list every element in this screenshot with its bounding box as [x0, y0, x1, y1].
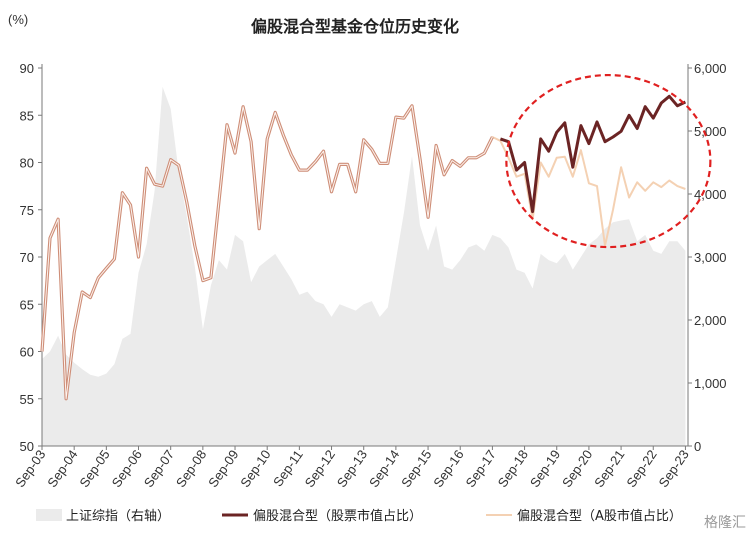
x-tick-label: Sep-14 [366, 447, 402, 490]
highlight-ellipse-annotation [505, 73, 712, 249]
series-stock-line [499, 94, 687, 214]
y2-tick-label: 6,000 [694, 61, 727, 76]
y2-tick-label: 4,000 [694, 187, 727, 202]
x-tick-label: Sep-12 [302, 447, 338, 490]
x-tick-label: Sep-22 [623, 447, 659, 490]
x-tick-label: Sep-09 [205, 447, 241, 490]
x-tick-label: Sep-15 [398, 447, 434, 490]
x-tick-label: Sep-06 [109, 447, 145, 490]
y2-tick-label: 3,000 [694, 250, 727, 265]
x-tick-label: Sep-17 [463, 447, 499, 490]
x-tick-label: Sep-11 [270, 447, 306, 489]
x-tick-label: Sep-16 [430, 447, 466, 490]
y-tick-label: 80 [20, 156, 34, 171]
y2-tick-label: 1,000 [694, 376, 727, 391]
y-tick-label: 60 [20, 345, 34, 360]
y2-tick-label: 2,000 [694, 313, 727, 328]
x-tick-label: Sep-05 [76, 447, 112, 490]
y-tick-label: 85 [20, 108, 34, 123]
x-tick-label: Sep-08 [173, 447, 209, 490]
x-tick-label: Sep-20 [559, 447, 595, 490]
x-tick-label: Sep-04 [44, 447, 80, 490]
y-tick-label: 70 [20, 250, 34, 265]
plot-area: 50 55 60 65 70 75 80 85 90 0 1,000 2,000 3,000 4,000 5… [12, 61, 726, 490]
series-index-area [42, 86, 686, 447]
y-tick-label: 50 [20, 439, 34, 454]
y-tick-label: 75 [20, 203, 34, 218]
y-tick-label: 90 [20, 61, 34, 76]
legend-swatch-index [36, 509, 62, 521]
y2-tick-label: 5,000 [694, 124, 727, 139]
y-tick-label: 65 [20, 297, 34, 312]
x-tick-label: Sep-07 [141, 447, 177, 490]
x-tick-label: Sep-21 [591, 447, 627, 490]
legend-label-stock: 偏股混合型（股票市值占比） [253, 508, 422, 524]
x-tick-label: Sep-23 [656, 447, 692, 490]
watermark: 格隆汇 [704, 515, 746, 531]
series-stock-line-early-core [41, 105, 493, 400]
series-ashare-line [483, 136, 686, 247]
legend: 上证综指（右轴） 偏股混合型（股票市值占比） 偏股混合型（A股市值占比） [36, 508, 682, 524]
x-tick-label: Sep-10 [237, 447, 273, 490]
legend-label-index: 上证综指（右轴） [66, 509, 170, 524]
x-tick-label: Sep-18 [495, 447, 531, 490]
y-axis-unit: (%) [8, 12, 28, 27]
legend-label-ashare: 偏股混合型（A股市值占比） [517, 508, 682, 524]
x-tick-label: Sep-19 [527, 447, 563, 490]
y2-tick-label: 0 [694, 439, 701, 454]
x-tick-label: Sep-13 [334, 447, 370, 490]
chart-title: 偏股混合型基金仓位历史变化 [251, 17, 459, 36]
y-tick-label: 55 [20, 392, 34, 407]
